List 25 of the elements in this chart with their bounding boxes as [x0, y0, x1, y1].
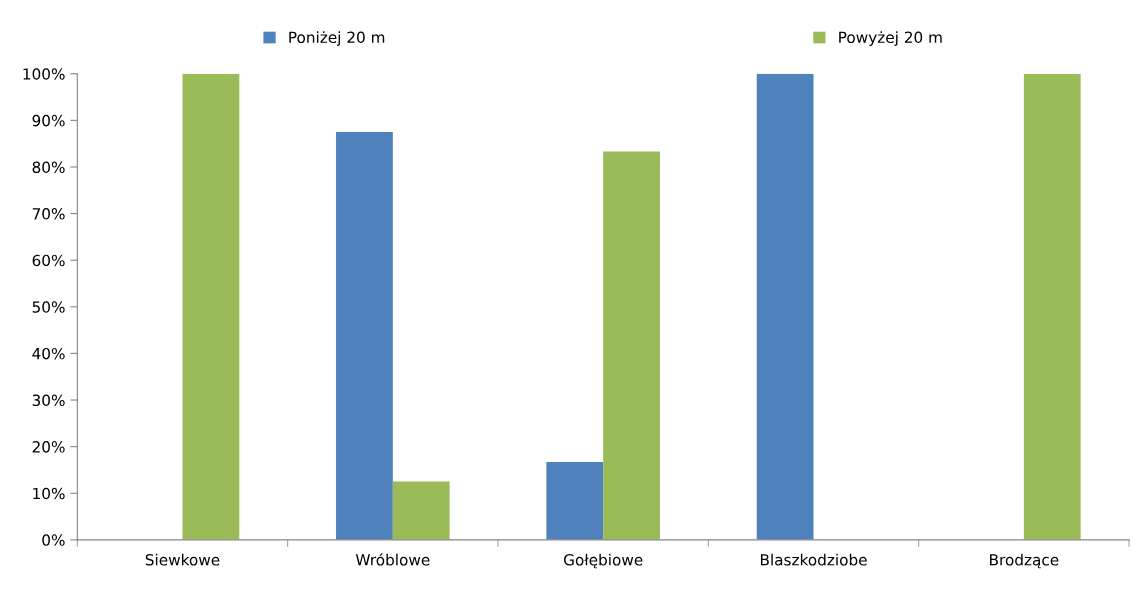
bar — [392, 481, 450, 540]
bar — [336, 132, 393, 540]
y-tick-label: 30% — [32, 394, 65, 407]
y-tick-label: 90% — [32, 114, 65, 127]
y-tick-label: 20% — [32, 441, 65, 453]
x-tick-label: Gołębiowe — [563, 553, 643, 569]
y-tick-label: 40% — [32, 347, 65, 360]
y-tick-label: 100% — [23, 68, 65, 80]
y-tick-label: 10% — [33, 487, 65, 500]
bar — [182, 73, 240, 540]
y-tick-label: 60% — [32, 254, 65, 267]
bar — [1023, 73, 1081, 540]
y-tick-label: 0% — [42, 534, 65, 546]
bar — [546, 462, 604, 540]
bar — [603, 151, 660, 540]
x-tick-label: Brodzące — [990, 553, 1059, 569]
bar — [756, 73, 814, 540]
y-tick-label: 50% — [32, 301, 65, 313]
x-tick-label: Siewkowe — [145, 553, 220, 566]
x-tick-label: Blaszkodziobe — [760, 553, 867, 566]
y-tick-label: 80% — [32, 161, 65, 173]
y-tick-label: 70% — [32, 208, 65, 220]
legend-label: Poniżej 20 m — [289, 31, 385, 47]
legend-label: Powyżej 20 m — [839, 31, 942, 47]
x-tick-label: Wróblowe — [355, 553, 430, 566]
